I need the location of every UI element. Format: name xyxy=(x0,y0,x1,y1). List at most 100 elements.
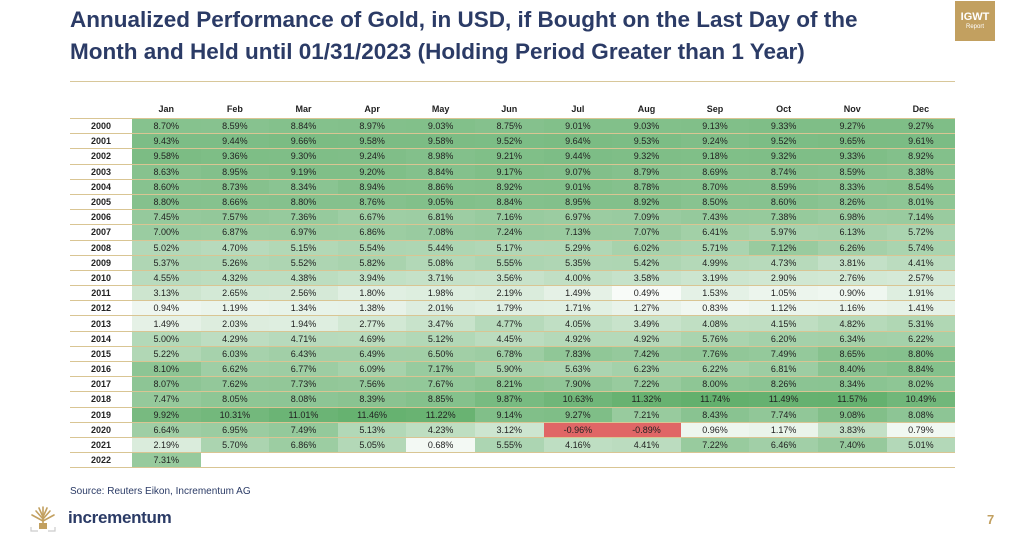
cell-2017-feb: 7.62% xyxy=(200,376,270,393)
cell-2007-mar: 6.97% xyxy=(269,224,338,241)
cell-2014-jun: 4.45% xyxy=(474,331,544,347)
cell-2022-feb xyxy=(200,452,270,469)
cell-2001-oct: 9.52% xyxy=(749,133,818,150)
month-header-apr: Apr xyxy=(337,100,407,119)
cell-2008-jan: 5.02% xyxy=(132,240,201,256)
cell-2003-nov: 8.59% xyxy=(817,164,887,180)
cell-2013-jun: 4.77% xyxy=(474,315,544,332)
month-header-sep: Sep xyxy=(680,100,750,119)
month-header-oct: Oct xyxy=(749,100,818,119)
cell-2020-jan: 6.64% xyxy=(132,422,201,438)
cell-2002-mar: 9.30% xyxy=(269,148,338,165)
row-2019: 2019 9.92% 10.31% 11.01% 11.46% 11.22% 9.14% 9.… xyxy=(70,407,956,423)
cell-2004-may: 8.86% xyxy=(406,179,475,195)
cell-2000-jul: 9.01% xyxy=(543,118,613,135)
row-2011: 2011 3.13% 2.65% 2.56% 1.80% 1.98% 2.19% 1.49% 0… xyxy=(70,285,956,302)
cell-2016-sep: 6.22% xyxy=(680,361,750,378)
row-2021: 2021 2.19% 5.70% 6.86% 5.05% 0.68% 5.55% 4.16% 4… xyxy=(70,437,956,454)
year-label: 2003 xyxy=(70,164,132,180)
cell-2017-apr: 7.56% xyxy=(337,376,407,393)
row-2007: 2007 7.00% 6.87% 6.97% 6.86% 7.08% 7.24% 7.13% 7… xyxy=(70,224,956,241)
cell-2008-nov: 6.26% xyxy=(817,240,887,256)
cell-2002-jun: 9.21% xyxy=(474,148,544,165)
cell-2006-may: 6.81% xyxy=(406,209,475,226)
cell-2001-may: 9.58% xyxy=(406,133,475,150)
row-2001: 2001 9.43% 9.44% 9.66% 9.58% 9.58% 9.52% 9.64% 9… xyxy=(70,133,956,150)
cell-2015-dec: 8.80% xyxy=(886,346,956,363)
cell-2009-mar: 5.52% xyxy=(269,255,338,271)
cell-2000-oct: 9.33% xyxy=(749,118,818,135)
cell-2018-aug: 11.32% xyxy=(612,391,681,408)
cell-2020-jun: 3.12% xyxy=(474,422,544,438)
year-label: 2009 xyxy=(70,255,132,271)
cell-2012-mar: 1.34% xyxy=(269,300,338,317)
cell-2018-dec: 10.49% xyxy=(886,391,956,408)
cell-2012-jun: 1.79% xyxy=(474,300,544,317)
cell-2020-sep: 0.96% xyxy=(680,422,750,438)
cell-2018-mar: 8.08% xyxy=(269,391,338,408)
cell-2006-apr: 6.67% xyxy=(337,209,407,226)
cell-2016-nov: 8.40% xyxy=(817,361,887,378)
cell-2016-jun: 5.90% xyxy=(474,361,544,378)
cell-2019-mar: 11.01% xyxy=(269,407,338,423)
cell-2008-jul: 5.29% xyxy=(543,240,613,256)
cell-2003-feb: 8.95% xyxy=(200,164,270,180)
cell-2018-oct: 11.49% xyxy=(749,391,818,408)
cell-2017-jul: 7.90% xyxy=(543,376,613,393)
cell-2015-aug: 7.42% xyxy=(612,346,681,363)
cell-2001-jan: 9.43% xyxy=(132,133,201,150)
year-label: 2022 xyxy=(70,452,132,469)
year-label: 2005 xyxy=(70,194,132,211)
cell-2011-may: 1.98% xyxy=(406,285,475,302)
cell-2007-aug: 7.07% xyxy=(612,224,681,241)
cell-2017-oct: 8.26% xyxy=(749,376,818,393)
cell-2013-nov: 4.82% xyxy=(817,315,887,332)
cell-2007-jan: 7.00% xyxy=(132,224,201,241)
cell-2015-nov: 8.65% xyxy=(817,346,887,363)
cell-2004-sep: 8.70% xyxy=(680,179,750,195)
cell-2012-sep: 0.83% xyxy=(680,300,750,317)
cell-2016-feb: 6.62% xyxy=(200,361,270,378)
cell-2006-feb: 7.57% xyxy=(200,209,270,226)
cell-2002-jan: 9.58% xyxy=(132,148,201,165)
cell-2013-sep: 4.08% xyxy=(680,315,750,332)
year-label: 2013 xyxy=(70,315,132,332)
cell-2007-sep: 6.41% xyxy=(680,224,750,241)
cell-2021-nov: 7.40% xyxy=(817,437,887,454)
cell-2004-jan: 8.60% xyxy=(132,179,201,195)
cell-2004-dec: 8.54% xyxy=(886,179,956,195)
cell-2021-dec: 5.01% xyxy=(886,437,956,454)
cell-2010-feb: 4.32% xyxy=(200,270,270,287)
cell-2019-nov: 9.08% xyxy=(817,407,887,423)
cell-2002-nov: 9.33% xyxy=(817,148,887,165)
cell-2005-jun: 8.84% xyxy=(474,194,544,211)
cell-2005-nov: 8.26% xyxy=(817,194,887,211)
cell-2022-nov xyxy=(817,452,887,469)
cell-2006-jun: 7.16% xyxy=(474,209,544,226)
cell-2010-apr: 3.94% xyxy=(337,270,407,287)
cell-2008-oct: 7.12% xyxy=(749,240,818,256)
cell-2022-apr xyxy=(337,452,407,469)
row-2020: 2020 6.64% 6.95% 7.49% 5.13% 4.23% 3.12% -0.96%… xyxy=(70,422,956,438)
cell-2017-jun: 8.21% xyxy=(474,376,544,393)
cell-2000-may: 9.03% xyxy=(406,118,475,135)
cell-2001-nov: 9.65% xyxy=(817,133,887,150)
cell-2007-may: 7.08% xyxy=(406,224,475,241)
cell-2019-jan: 9.92% xyxy=(132,407,201,423)
month-header-dec: Dec xyxy=(886,100,956,119)
cell-2013-jan: 1.49% xyxy=(132,315,201,332)
cell-2021-sep: 7.22% xyxy=(680,437,750,454)
cell-2002-feb: 9.36% xyxy=(200,148,270,165)
row-2008: 2008 5.02% 4.70% 5.15% 5.54% 5.44% 5.17% 5.29% 6… xyxy=(70,240,956,256)
year-label: 2016 xyxy=(70,361,132,378)
cell-2008-sep: 5.71% xyxy=(680,240,750,256)
cell-2005-dec: 8.01% xyxy=(886,194,956,211)
row-2002: 2002 9.58% 9.36% 9.30% 9.24% 8.98% 9.21% 9.44% 9… xyxy=(70,148,956,165)
cell-2017-aug: 7.22% xyxy=(612,376,681,393)
cell-2002-oct: 9.32% xyxy=(749,148,818,165)
cell-2006-nov: 6.98% xyxy=(817,209,887,226)
cell-2018-jul: 10.63% xyxy=(543,391,613,408)
incrementum-brand: incrementum xyxy=(68,508,172,527)
cell-2020-may: 4.23% xyxy=(406,422,475,438)
cell-2011-aug: 0.49% xyxy=(612,285,681,302)
